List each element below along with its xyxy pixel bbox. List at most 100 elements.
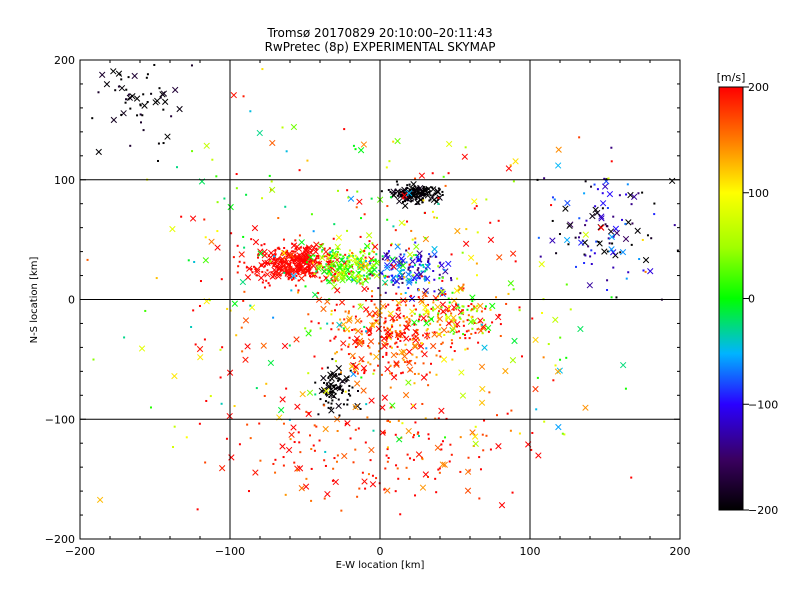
data-point-dot — [607, 237, 610, 240]
data-point-dot — [249, 110, 252, 113]
data-point-dot — [187, 259, 190, 262]
data-point-dot — [377, 314, 380, 317]
data-point-dot — [510, 409, 513, 412]
data-point-dot — [369, 273, 372, 276]
data-point-dot — [362, 340, 365, 343]
data-point-x — [355, 327, 362, 335]
data-point-dot — [343, 268, 346, 271]
data-point-x — [357, 147, 365, 154]
data-point-x — [424, 332, 431, 339]
data-point-dot — [333, 275, 336, 278]
data-point-dot — [235, 334, 238, 337]
data-point-dot — [458, 316, 461, 319]
data-point-dot — [410, 294, 413, 297]
data-point-dot — [363, 269, 366, 272]
data-point-dot — [336, 189, 339, 192]
data-point-dot — [371, 250, 374, 253]
data-point-x — [115, 70, 123, 77]
data-point-dot — [277, 263, 280, 266]
data-point-dot — [386, 342, 389, 345]
data-point-dot — [406, 316, 409, 319]
data-point-dot — [356, 372, 359, 375]
data-point-dot — [379, 300, 382, 303]
data-point-dot — [403, 332, 406, 335]
data-point-dot — [405, 261, 408, 264]
data-point-dot — [325, 279, 328, 282]
data-point-x — [343, 375, 350, 382]
data-point-dot — [144, 309, 147, 312]
data-point-x — [396, 269, 404, 276]
data-point-dot — [401, 277, 404, 280]
data-point-dot — [331, 267, 334, 270]
data-point-dot — [291, 242, 294, 245]
data-point-dot — [567, 243, 570, 246]
data-point-dot — [374, 258, 377, 261]
data-point-x — [439, 301, 446, 308]
data-point-dot — [506, 412, 509, 415]
data-point-dot — [441, 341, 444, 344]
data-point-dot — [364, 247, 367, 250]
data-point-dot — [403, 361, 406, 364]
data-point-dot — [405, 466, 408, 469]
data-point-dot — [308, 274, 311, 277]
data-point-dot — [575, 265, 578, 268]
data-point-dot — [333, 223, 336, 226]
data-point-dot — [403, 192, 406, 195]
data-point-dot — [443, 334, 446, 337]
data-point-x — [373, 272, 380, 279]
data-point-dot — [601, 207, 604, 210]
data-point-dot — [146, 100, 149, 103]
data-point-dot — [114, 89, 117, 92]
data-point-dot — [391, 318, 394, 321]
data-point-dot — [641, 191, 644, 194]
data-point-dot — [637, 192, 640, 195]
data-point-dot — [476, 231, 479, 234]
data-point-dot — [333, 457, 336, 460]
data-point-dot — [392, 319, 395, 322]
data-point-dot — [330, 313, 333, 316]
data-point-dot — [431, 196, 434, 199]
data-point-x — [411, 319, 418, 326]
data-point-dot — [387, 250, 390, 253]
data-point-x — [405, 427, 412, 435]
data-point-x — [511, 337, 518, 345]
data-point-dot — [325, 263, 328, 266]
data-point-x — [162, 98, 169, 105]
data-point-dot — [336, 251, 339, 254]
data-point-dot — [470, 332, 473, 335]
data-point-dot — [414, 335, 417, 338]
data-point-x — [298, 239, 305, 246]
data-point-dot — [460, 312, 463, 315]
data-point-dot — [216, 201, 219, 204]
data-point-dot — [455, 307, 458, 310]
data-point-dot — [459, 470, 462, 473]
data-point-x — [406, 251, 414, 258]
data-point-x — [414, 199, 421, 206]
data-point-dot — [261, 68, 264, 71]
data-point-dot — [332, 237, 335, 240]
data-point-x — [242, 317, 250, 324]
data-point-dot — [470, 303, 473, 306]
colorbar-tick-label: −200 — [748, 504, 778, 517]
data-point-dot — [139, 113, 142, 116]
data-point-dot — [344, 390, 347, 393]
data-point-dot — [378, 342, 381, 345]
data-point-dot — [314, 393, 317, 396]
data-point-dot — [279, 269, 282, 272]
data-point-dot — [437, 417, 440, 420]
data-point-x — [318, 243, 325, 250]
data-point-dot — [236, 271, 239, 274]
data-point-dot — [298, 169, 301, 172]
data-point-dot — [310, 213, 313, 216]
data-point-x — [396, 190, 403, 197]
data-point-x — [620, 361, 627, 369]
data-point-x — [607, 228, 615, 235]
data-point-dot — [334, 392, 337, 395]
data-point-x — [439, 289, 446, 296]
data-point-dot — [442, 175, 445, 178]
data-point-dot — [140, 121, 143, 124]
data-point-dot — [399, 269, 402, 272]
data-point-dot — [478, 456, 481, 459]
data-point-dot — [412, 189, 415, 192]
